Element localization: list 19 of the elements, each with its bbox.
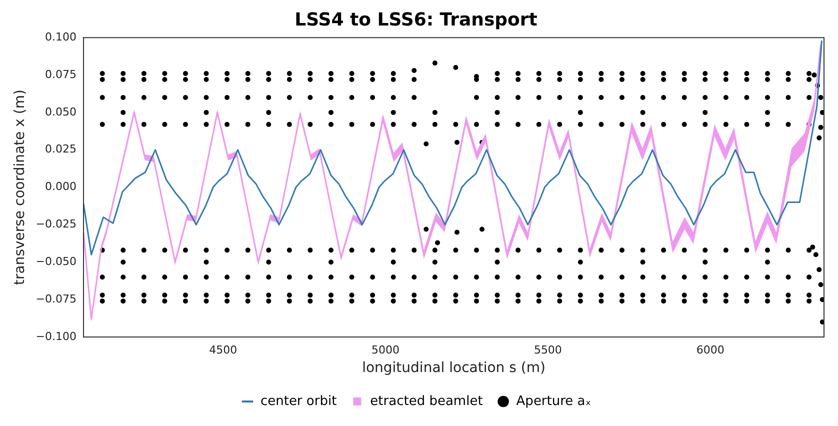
y-tick-label: −0.100 bbox=[36, 330, 77, 343]
legend-label: center orbit bbox=[260, 394, 337, 409]
x-tick-label: 6000 bbox=[696, 343, 724, 356]
x-axis-title: longitudinal location s (m) bbox=[362, 360, 546, 376]
y-axis-title: transverse coordinate x (m) bbox=[12, 90, 28, 286]
legend-label: Aperture aₓ bbox=[516, 394, 592, 409]
x-tick-label: 5500 bbox=[534, 343, 562, 356]
x-tick-label: 5000 bbox=[372, 343, 400, 356]
y-tick-label: 0.050 bbox=[45, 105, 77, 118]
y-tick-label: −0.025 bbox=[36, 218, 77, 231]
legend-label: etracted beamlet bbox=[370, 394, 483, 409]
y-tick-label: 0.025 bbox=[45, 142, 77, 156]
y-tick-label: 0.075 bbox=[45, 68, 77, 81]
y-tick-label: −0.050 bbox=[36, 255, 77, 268]
y-tick-label: 0.100 bbox=[45, 30, 77, 44]
y-tick-label: 0.000 bbox=[45, 180, 77, 194]
y-tick-label: −0.075 bbox=[36, 292, 77, 306]
chart-title: LSS4 to LSS6: Transport bbox=[294, 9, 538, 30]
x-tick-label: 4500 bbox=[209, 343, 238, 356]
